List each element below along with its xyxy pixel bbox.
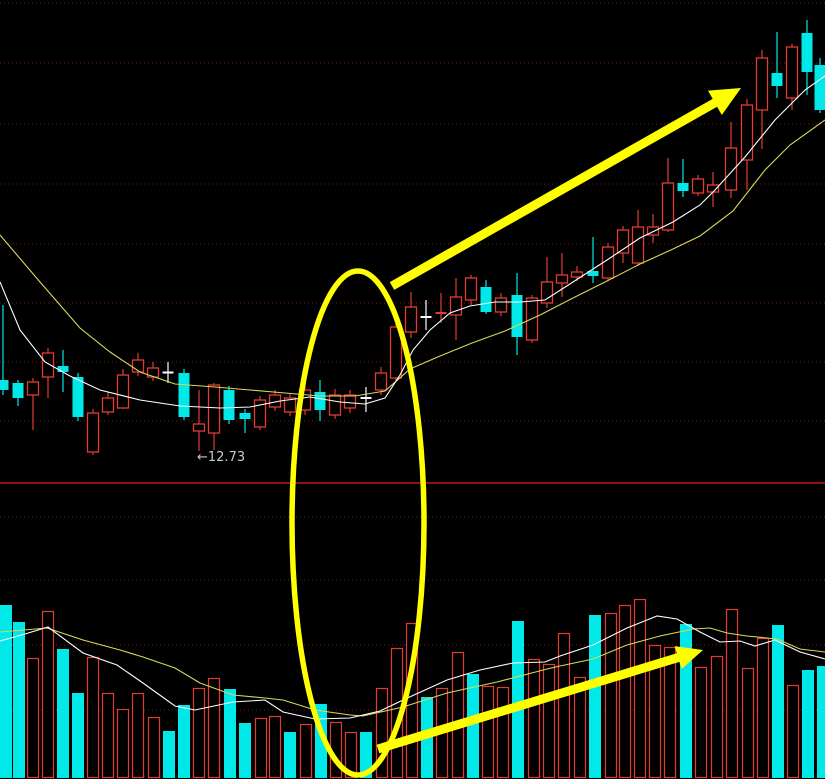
volume-moving-averages — [0, 615, 825, 720]
price-moving-averages — [0, 75, 825, 409]
price-candles — [0, 20, 825, 455]
volume-bars — [0, 598, 825, 779]
volume-trend-arrow — [376, 646, 703, 754]
price-trend-arrow — [389, 88, 741, 290]
price-callout-label: ←12.73 — [197, 450, 245, 465]
breakout-ellipse-annotation — [289, 268, 427, 778]
hand-drawn-annotations — [289, 88, 741, 778]
